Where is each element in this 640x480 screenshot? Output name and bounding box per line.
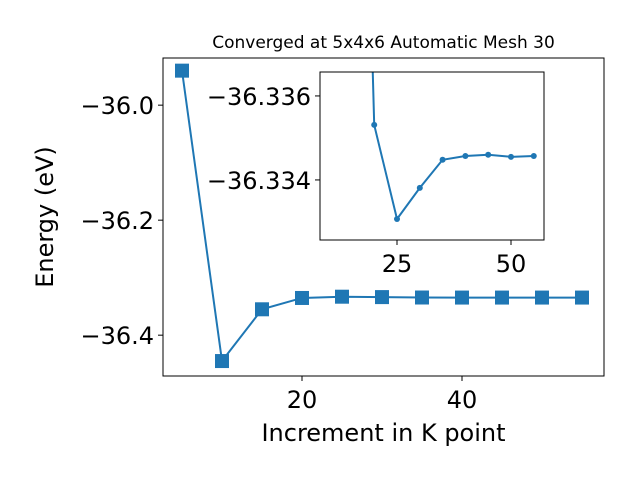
data-point (415, 290, 429, 305)
axes-frame (162, 57, 605, 377)
data-point (507, 153, 514, 160)
data-point (485, 151, 492, 158)
x-axis-label: Increment in K point (261, 419, 505, 447)
y-axis-label: Energy (eV) (31, 146, 59, 288)
y-tick-label: −36.336 (207, 83, 311, 111)
data-point (416, 184, 423, 191)
data-point (575, 290, 589, 305)
data-point (175, 63, 189, 78)
y-tick-label: −36.334 (207, 167, 311, 195)
axes-frame (319, 71, 545, 241)
chart-title: Converged at 5x4x6 Automatic Mesh 30 (212, 33, 555, 53)
x-tick-label: 20 (287, 386, 318, 414)
x-tick-label: 25 (382, 250, 413, 278)
data-point (535, 290, 549, 305)
plot-area (371, 72, 537, 222)
data-point (215, 354, 229, 369)
y-tick-label: −36.0 (80, 92, 154, 120)
y-tick-label: −36.4 (80, 322, 154, 350)
data-point (255, 302, 269, 317)
data-point (462, 153, 469, 159)
data-point (394, 216, 401, 222)
data-point (455, 290, 469, 305)
x-tick-label: 50 (496, 250, 527, 278)
data-point (335, 289, 349, 304)
data-point (295, 290, 309, 305)
data-point (371, 121, 378, 128)
data-point (439, 156, 446, 163)
data-point (530, 153, 537, 159)
data-point (375, 290, 389, 305)
plot-area (175, 63, 589, 369)
y-tick-label: −36.2 (80, 207, 154, 235)
x-tick-label: 40 (447, 386, 478, 414)
data-point (495, 290, 509, 305)
